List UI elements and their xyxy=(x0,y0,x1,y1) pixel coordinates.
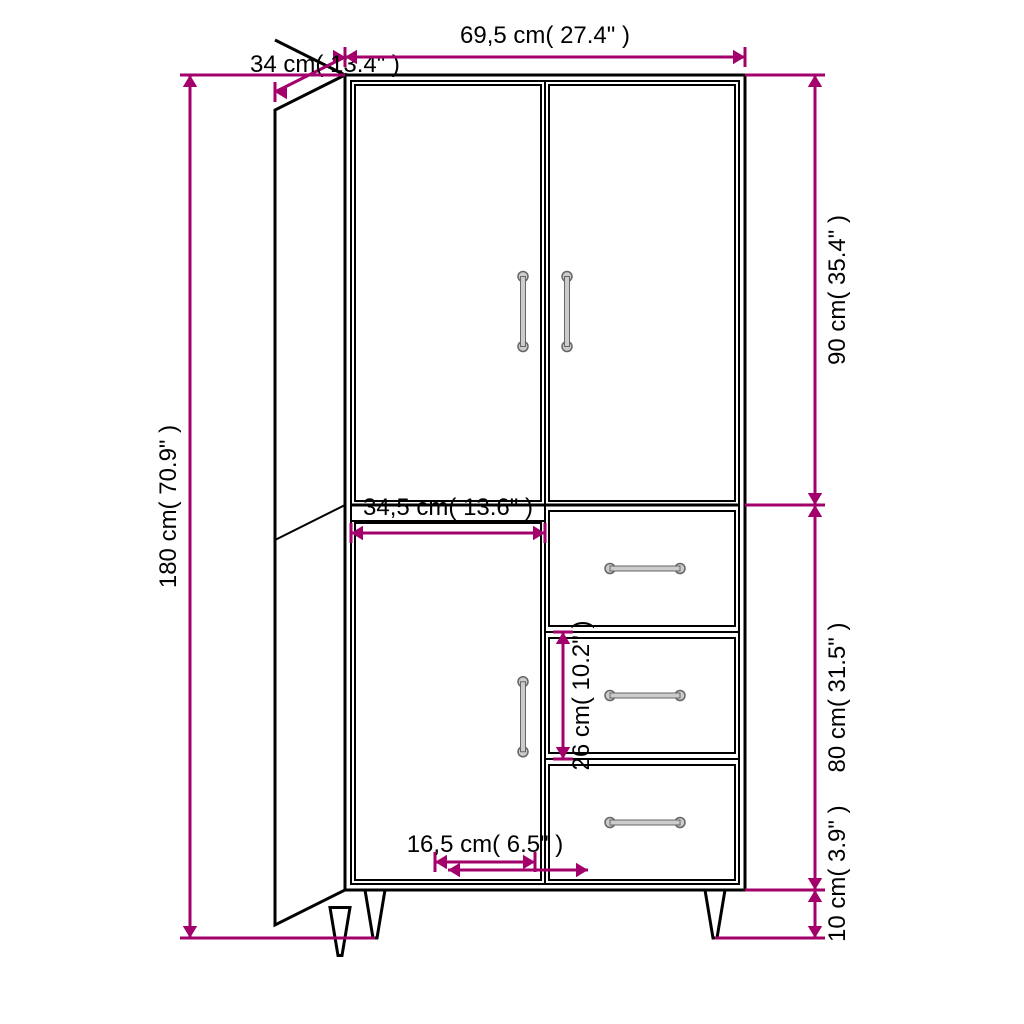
dim-drawer-h: 26 cm( 10.2" ) xyxy=(568,621,595,771)
dim-lower-door-w: 34,5 cm( 13.6" ) xyxy=(363,494,533,521)
dim-handle-len: 16,5 cm( 6.5" ) xyxy=(407,831,564,858)
dim-lower-h: 80 cm( 31.5" ) xyxy=(824,623,851,773)
dim-upper-h: 90 cm( 35.4" ) xyxy=(824,215,851,365)
dim-legs-h: 10 cm( 3.9" ) xyxy=(824,805,851,942)
dim-total-height: 180 cm( 70.9" ) xyxy=(155,425,182,588)
dim-width: 69,5 cm( 27.4" ) xyxy=(460,22,630,49)
dimensions: 34 cm( 13.4" )69,5 cm( 27.4" )180 cm( 70… xyxy=(155,22,851,942)
